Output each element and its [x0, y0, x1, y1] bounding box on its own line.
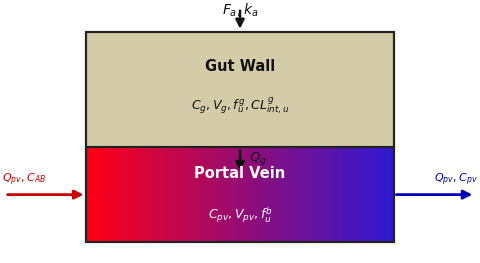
Bar — [86, 32, 394, 242]
Bar — [86, 147, 394, 242]
Text: $Q_{pv}, C_{AB}$: $Q_{pv}, C_{AB}$ — [2, 172, 47, 188]
Text: Gut Wall: Gut Wall — [205, 59, 275, 74]
Text: Portal Vein: Portal Vein — [194, 166, 286, 181]
Text: $C_g, V_g, f_u^g, CL_{int,u}^g$: $C_g, V_g, f_u^g, CL_{int,u}^g$ — [191, 96, 289, 117]
Text: $C_{pv}, V_{pv}, f_u^b$: $C_{pv}, V_{pv}, f_u^b$ — [208, 205, 272, 225]
Text: $F_a, k_a$: $F_a, k_a$ — [222, 1, 258, 19]
Text: $Q_g$: $Q_g$ — [249, 150, 266, 167]
Bar — [86, 32, 394, 147]
Text: $Q_{pv}, C_{pv}$: $Q_{pv}, C_{pv}$ — [434, 172, 478, 188]
